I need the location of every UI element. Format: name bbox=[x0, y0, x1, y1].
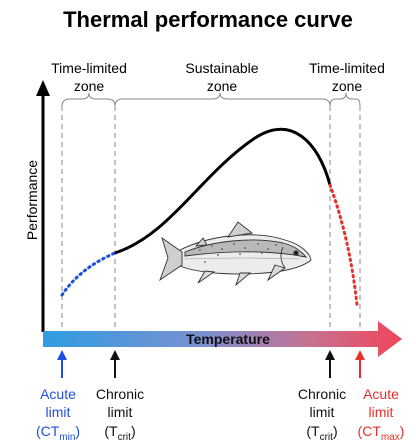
acute-max-symbol: (CTmax) bbox=[358, 423, 405, 443]
curve-hot-dotted bbox=[328, 183, 359, 307]
acute-min-line2: limit bbox=[46, 404, 71, 420]
acute-min-line1: Acute bbox=[40, 386, 76, 402]
acute-max-line2: limit bbox=[369, 404, 394, 420]
zone-guides bbox=[61, 106, 361, 330]
chronic-max-line1: Chronic bbox=[298, 386, 346, 402]
chronic-min-line2: limit bbox=[108, 404, 133, 420]
temperature-label: Temperature bbox=[186, 331, 270, 347]
fish-anal-fin bbox=[197, 270, 216, 284]
y-axis-label: Performance bbox=[24, 160, 40, 240]
zone-braces bbox=[61, 92, 361, 107]
zone-middle-line1: Sustainable bbox=[185, 60, 258, 76]
label-acute-max: Acute limit (CTmax) bbox=[358, 386, 405, 443]
chronic-max-symbol: (Tcrit) bbox=[306, 423, 337, 443]
acute-min-symbol: (CTmin) bbox=[36, 423, 80, 443]
label-acute-min: Acute limit (CTmin) bbox=[36, 386, 80, 443]
fish-dorsal-fin bbox=[227, 221, 254, 238]
chronic-max-line2: limit bbox=[310, 404, 335, 420]
fish-pectoral-fin bbox=[266, 264, 287, 282]
diagram-title: Thermal performance curve bbox=[63, 7, 353, 32]
fish-icon bbox=[159, 221, 312, 287]
y-axis-arrowhead bbox=[36, 80, 50, 96]
zone-right-line2: zone bbox=[332, 78, 363, 94]
curve-sustainable bbox=[114, 127, 332, 255]
brace-middle bbox=[114, 92, 331, 107]
brace-left bbox=[61, 92, 116, 107]
fish-lateral-line bbox=[184, 257, 301, 260]
fish-spots bbox=[199, 243, 277, 263]
zone-left-line1: Time-limited bbox=[51, 60, 127, 76]
zone-left-line2: zone bbox=[74, 78, 105, 94]
acute-max-line1: Acute bbox=[363, 386, 399, 402]
brace-right bbox=[329, 92, 361, 107]
label-chronic-min: Chronic limit (Tcrit) bbox=[96, 386, 144, 443]
temperature-arrow bbox=[43, 321, 402, 357]
fish-pelvic-fin bbox=[235, 272, 252, 287]
chronic-min-symbol: (Tcrit) bbox=[104, 423, 135, 443]
zone-right-line1: Time-limited bbox=[309, 60, 385, 76]
limit-arrows bbox=[57, 350, 365, 378]
chronic-min-line1: Chronic bbox=[96, 386, 144, 402]
fish-adipose-fin bbox=[194, 237, 208, 247]
fish-eye bbox=[293, 250, 299, 256]
curve-cold-dotted bbox=[60, 251, 117, 297]
fish-tail bbox=[159, 236, 183, 282]
label-chronic-max: Chronic limit (Tcrit) bbox=[298, 386, 346, 443]
zone-middle-line2: zone bbox=[207, 78, 238, 94]
fish-gill bbox=[280, 246, 286, 269]
